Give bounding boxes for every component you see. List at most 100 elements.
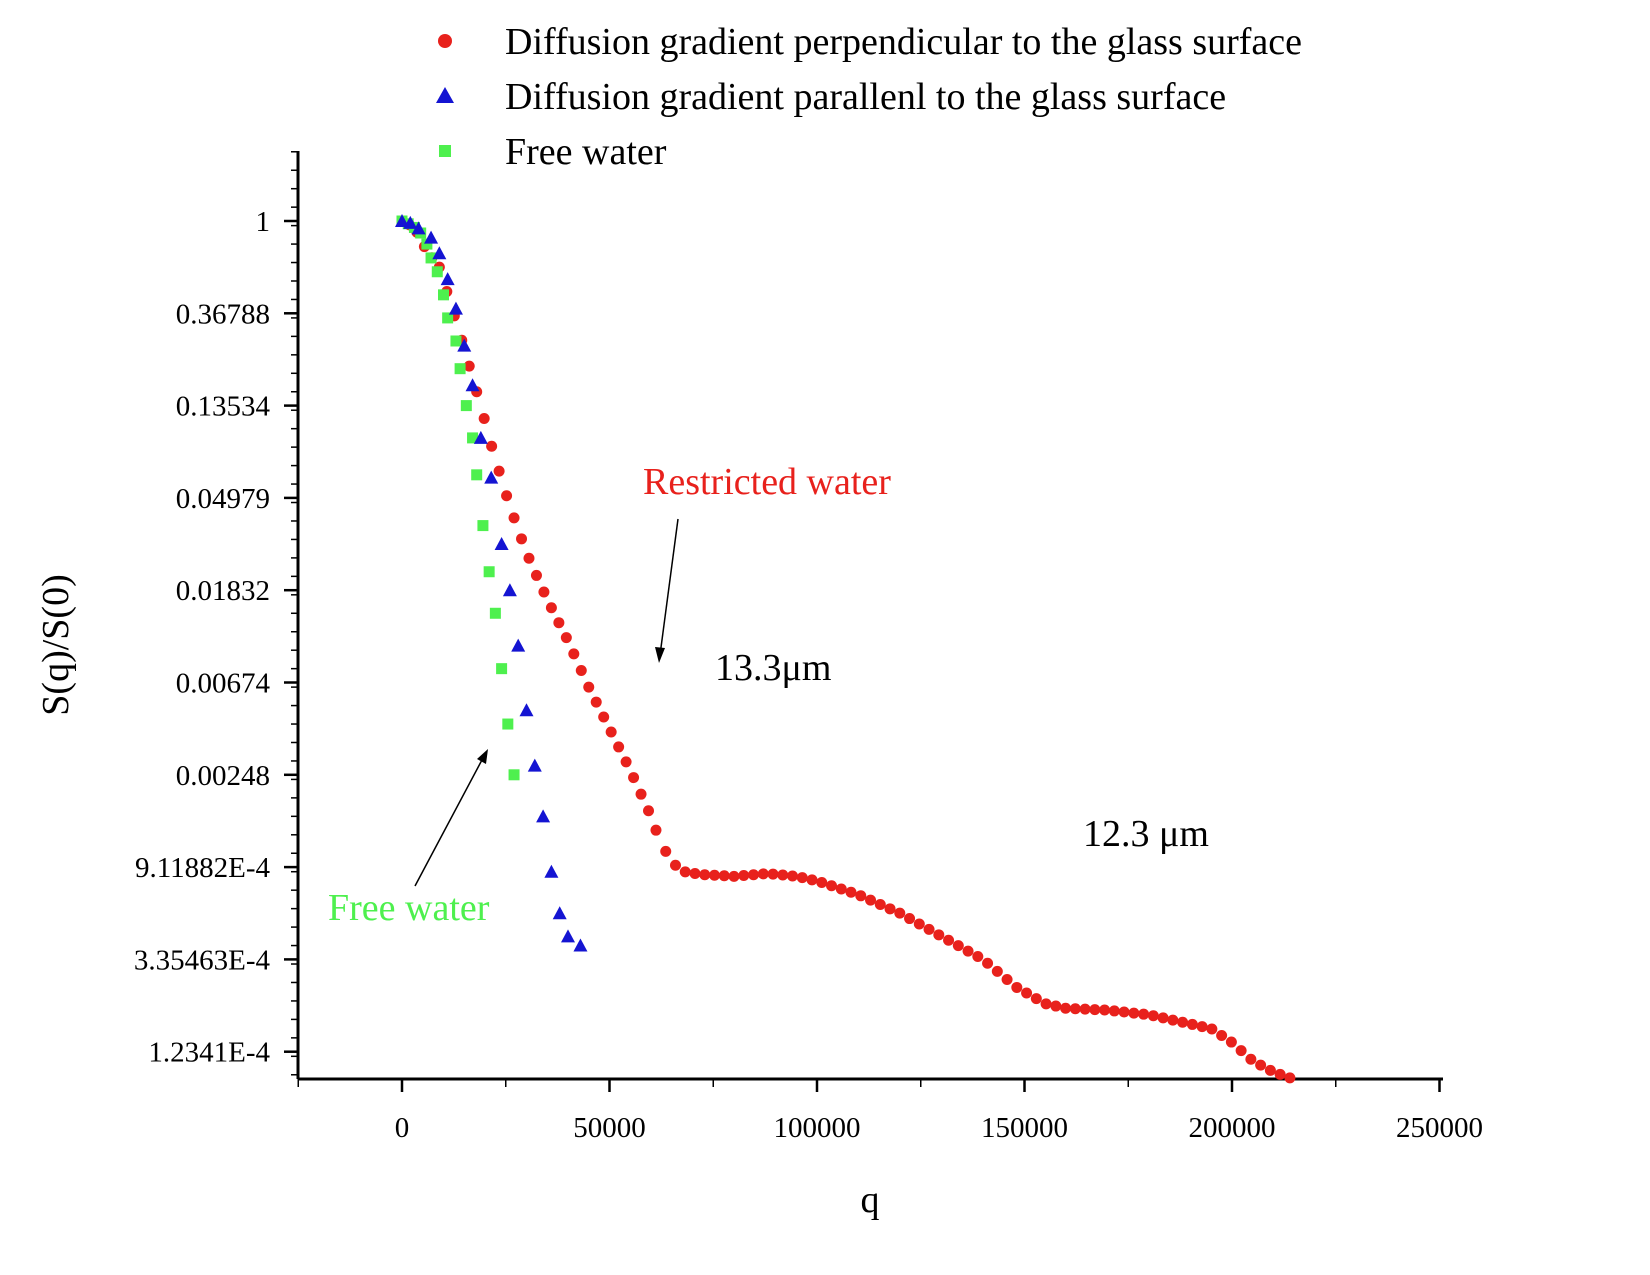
- perpendicular-point: [806, 874, 818, 886]
- perpendicular-point: [560, 632, 572, 644]
- perpendicular-point: [913, 918, 925, 930]
- perpendicular-point: [590, 696, 602, 708]
- y-tick-label: 0.01832: [176, 575, 270, 607]
- data-points: [395, 214, 1296, 1084]
- perpendicular-point: [933, 929, 945, 941]
- parallel-point: [552, 906, 567, 920]
- parallel-point: [544, 864, 559, 878]
- perpendicular-point: [583, 681, 595, 693]
- perpendicular-point: [699, 869, 711, 881]
- perpendicular-point: [855, 890, 867, 902]
- free-water-point: [425, 252, 437, 264]
- perpendicular-point: [884, 903, 896, 915]
- arrowhead-restricted-water: [655, 647, 665, 663]
- perpendicular-point: [1060, 1002, 1072, 1014]
- perpendicular-point: [1186, 1018, 1198, 1030]
- parallel-point: [573, 938, 588, 952]
- perpendicular-point: [1147, 1010, 1159, 1022]
- perpendicular-point: [718, 870, 730, 882]
- y-tick-label: 0.04979: [176, 483, 270, 515]
- perpendicular-point: [816, 877, 828, 889]
- legend-label-parallel: Diffusion gradient parallenl to the glas…: [505, 76, 1226, 118]
- perpendicular-point: [1050, 1000, 1062, 1012]
- perpendicular-point: [1089, 1004, 1101, 1016]
- parallel-point: [424, 230, 439, 244]
- y-axis-title: S(q)/S(0): [35, 574, 77, 715]
- perpendicular-point: [777, 869, 789, 881]
- x-tick-label: 150000: [981, 1112, 1068, 1144]
- perpendicular-point: [982, 957, 994, 969]
- y-tick-label: 1.2341E-4: [148, 1037, 270, 1069]
- parallel-point: [448, 301, 463, 315]
- perpendicular-point: [1021, 987, 1033, 999]
- perpendicular-point: [568, 648, 580, 660]
- perpendicular-point: [845, 886, 857, 898]
- y-ticks: 1 0.36788 0.13534 0.04979 0.01832 0.00674 0.00…: [134, 151, 298, 1076]
- x-tick-label: 200000: [1189, 1112, 1276, 1144]
- perpendicular-point: [787, 870, 799, 882]
- perpendicular-point: [1216, 1030, 1228, 1042]
- perpendicular-point: [894, 907, 906, 919]
- perpendicular-point: [538, 586, 550, 598]
- y-tick-label: 0.36788: [176, 298, 270, 330]
- annotations: Restricted water 13.3μm 12.3 μm Free wat…: [328, 461, 1209, 929]
- x-ticks: 0 50000 100000 150000 200000 250000: [297, 1079, 1483, 1144]
- annotation-restricted-water: Restricted water: [643, 461, 891, 503]
- free-water-point: [431, 266, 443, 278]
- parallel-point: [502, 583, 517, 597]
- parallel-point: [457, 338, 472, 352]
- perpendicular-point: [835, 883, 847, 895]
- perpendicular-point: [1069, 1003, 1081, 1015]
- perpendicular-point: [1011, 981, 1023, 993]
- perpendicular-point: [553, 617, 565, 629]
- y-tick-label: 1: [256, 206, 271, 238]
- perpendicular-point: [635, 788, 647, 800]
- x-tick-label: 100000: [774, 1112, 861, 1144]
- perpendicular-point: [689, 868, 701, 880]
- perpendicular-point: [598, 711, 610, 723]
- perpendicular-point: [767, 868, 779, 880]
- perpendicular-point: [1040, 998, 1052, 1010]
- y-tick-label: 0.13534: [176, 391, 271, 423]
- legend-label-free-water: Free water: [505, 131, 667, 173]
- parallel-point: [432, 246, 447, 260]
- parallel-point: [561, 929, 575, 943]
- y-tick-label: 9.11882E-4: [135, 852, 271, 884]
- parallel-point: [440, 272, 455, 286]
- perpendicular-point: [1255, 1059, 1267, 1071]
- perpendicular-point: [669, 859, 681, 871]
- perpendicular-point: [545, 602, 557, 614]
- perpendicular-point: [1264, 1064, 1276, 1076]
- free-water-point: [483, 566, 495, 578]
- perpendicular-point: [728, 870, 740, 882]
- perpendicular-point: [1196, 1021, 1208, 1033]
- perpendicular-point: [738, 870, 750, 882]
- annotation-free-water: Free water: [328, 887, 490, 929]
- perpendicular-point: [1157, 1012, 1169, 1024]
- parallel-point: [473, 430, 488, 444]
- free-water-point: [496, 663, 508, 675]
- perpendicular-point: [643, 805, 655, 817]
- free-water-point: [467, 432, 479, 444]
- perpendicular-point: [575, 665, 587, 677]
- x-tick-label: 0: [395, 1112, 410, 1144]
- perpendicular-point: [1245, 1053, 1257, 1065]
- perpendicular-point: [493, 465, 505, 477]
- legend-marker-free-water: [439, 145, 451, 157]
- perpendicular-point: [708, 869, 720, 881]
- perpendicular-point: [1177, 1016, 1189, 1028]
- perpendicular-point: [478, 413, 490, 425]
- perpendicular-point: [650, 824, 662, 836]
- perpendicular-point: [972, 951, 984, 963]
- perpendicular-point: [613, 741, 625, 753]
- legend-marker-parallel: [436, 87, 454, 103]
- perpendicular-point: [1284, 1072, 1296, 1084]
- arrow-restricted-water: [659, 518, 679, 656]
- free-water-point: [502, 718, 514, 730]
- free-water-point: [421, 238, 433, 250]
- free-water-point: [450, 335, 462, 347]
- perpendicular-point: [1030, 993, 1042, 1005]
- perpendicular-point: [620, 756, 632, 768]
- perpendicular-point: [796, 872, 808, 884]
